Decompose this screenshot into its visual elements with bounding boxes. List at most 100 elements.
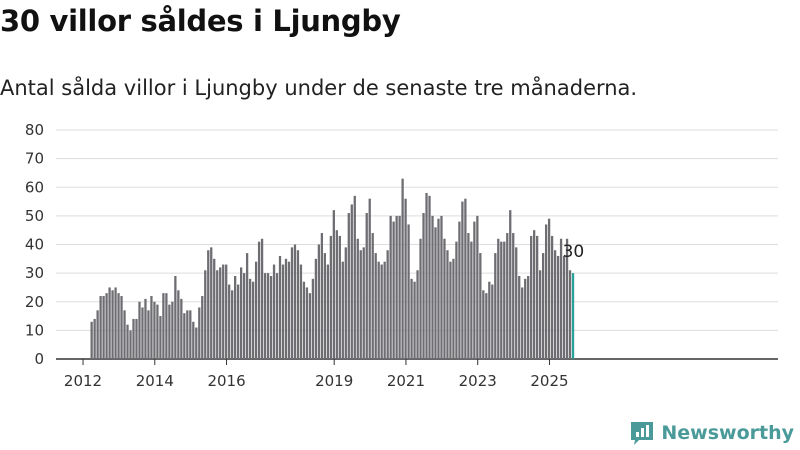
bar bbox=[434, 227, 437, 359]
bar bbox=[479, 253, 482, 359]
bar bbox=[362, 247, 365, 359]
bar bbox=[359, 250, 362, 359]
bar bbox=[156, 304, 159, 359]
bar bbox=[386, 250, 389, 359]
x-tick-label: 2012 bbox=[64, 372, 102, 390]
bar bbox=[449, 261, 452, 359]
bar bbox=[108, 287, 111, 359]
bar bbox=[568, 270, 572, 359]
bar bbox=[171, 301, 174, 359]
bar bbox=[500, 241, 503, 359]
bar bbox=[512, 233, 515, 359]
bar bbox=[562, 255, 566, 359]
bar bbox=[180, 298, 183, 359]
bar bbox=[207, 250, 210, 359]
bar bbox=[455, 241, 458, 359]
bar bbox=[296, 250, 300, 359]
bar bbox=[452, 258, 455, 359]
bar bbox=[539, 270, 542, 359]
bar bbox=[515, 247, 518, 359]
bar bbox=[440, 215, 443, 360]
bar bbox=[222, 264, 225, 359]
bar bbox=[183, 313, 186, 359]
bar-value-label: 30 bbox=[563, 242, 585, 262]
bar bbox=[245, 253, 249, 359]
bar bbox=[132, 318, 135, 359]
bar bbox=[530, 235, 533, 359]
bar bbox=[544, 224, 548, 359]
bar bbox=[231, 290, 234, 359]
bar bbox=[308, 293, 312, 359]
bar bbox=[102, 296, 105, 359]
bar bbox=[404, 198, 407, 359]
bar bbox=[240, 267, 243, 359]
newsworthy-logo-icon bbox=[631, 422, 654, 445]
bar bbox=[323, 253, 327, 359]
bar bbox=[446, 250, 449, 359]
y-tick-label: 50 bbox=[25, 207, 44, 225]
bar bbox=[541, 253, 545, 359]
bar bbox=[335, 230, 338, 359]
bar bbox=[189, 310, 192, 359]
bar bbox=[488, 281, 491, 359]
bar bbox=[565, 238, 569, 359]
bar bbox=[428, 195, 431, 359]
bar bbox=[368, 198, 371, 359]
bar bbox=[93, 318, 96, 359]
bar bbox=[332, 210, 335, 359]
bar bbox=[269, 275, 273, 359]
bar bbox=[198, 307, 201, 359]
bar bbox=[347, 213, 350, 359]
bar bbox=[225, 264, 228, 359]
bar bbox=[464, 198, 467, 359]
bar bbox=[422, 213, 425, 359]
bar bbox=[473, 221, 476, 359]
bar bbox=[192, 321, 195, 359]
bar bbox=[210, 247, 213, 359]
bar bbox=[518, 275, 521, 359]
bar bbox=[153, 301, 156, 359]
y-tick-label: 40 bbox=[25, 236, 44, 254]
bar bbox=[497, 238, 500, 359]
page-title: 30 villor såldes i Ljungby bbox=[0, 4, 401, 38]
x-tick-label: 2019 bbox=[315, 372, 353, 390]
bar bbox=[162, 293, 165, 359]
bar bbox=[482, 290, 485, 359]
bar bbox=[311, 278, 315, 359]
bar bbox=[281, 264, 285, 359]
bar bbox=[260, 238, 264, 359]
y-tick-label: 10 bbox=[25, 321, 44, 339]
bar bbox=[99, 296, 102, 359]
bar bbox=[111, 290, 114, 359]
bar bbox=[392, 221, 395, 359]
bar bbox=[254, 261, 258, 359]
bar bbox=[527, 275, 530, 359]
bar bbox=[263, 273, 267, 360]
bar bbox=[174, 275, 177, 359]
bar bbox=[114, 287, 117, 359]
bar bbox=[275, 273, 279, 360]
bar bbox=[326, 264, 329, 359]
bar bbox=[503, 241, 506, 359]
bar bbox=[401, 178, 404, 359]
page-subtitle: Antal sålda villor i Ljungby under de se… bbox=[0, 76, 638, 100]
bar bbox=[159, 316, 162, 359]
bar bbox=[257, 241, 261, 359]
bar bbox=[96, 310, 99, 359]
bar bbox=[305, 287, 309, 359]
bar bbox=[410, 278, 413, 359]
bar bbox=[329, 235, 332, 359]
x-tick-label: 2021 bbox=[387, 372, 425, 390]
bar bbox=[338, 235, 341, 359]
bar bbox=[437, 218, 440, 359]
bar bbox=[524, 278, 527, 359]
bar bbox=[195, 327, 198, 359]
bar bbox=[416, 270, 419, 359]
bar bbox=[237, 284, 240, 359]
bar bbox=[458, 221, 461, 359]
y-tick-label: 70 bbox=[25, 150, 44, 168]
bar bbox=[90, 321, 93, 359]
bar bbox=[248, 278, 252, 359]
bar bbox=[371, 233, 374, 359]
